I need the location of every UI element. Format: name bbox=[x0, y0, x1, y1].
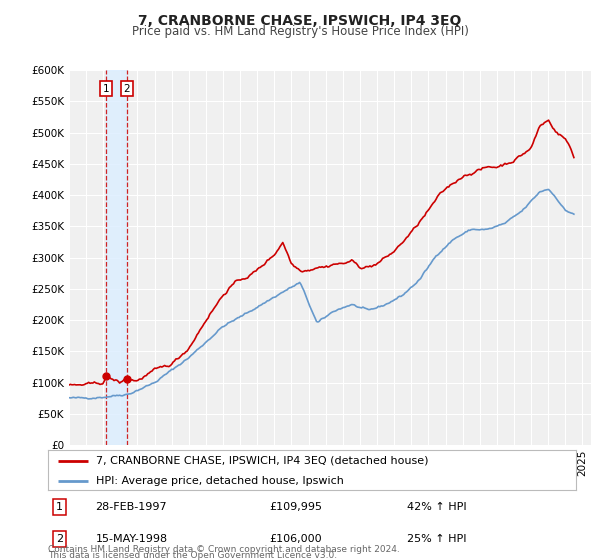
Text: 28-FEB-1997: 28-FEB-1997 bbox=[95, 502, 167, 512]
Text: Contains HM Land Registry data © Crown copyright and database right 2024.: Contains HM Land Registry data © Crown c… bbox=[48, 545, 400, 554]
Text: 25% ↑ HPI: 25% ↑ HPI bbox=[407, 534, 467, 544]
Text: HPI: Average price, detached house, Ipswich: HPI: Average price, detached house, Ipsw… bbox=[95, 476, 343, 486]
Text: This data is licensed under the Open Government Licence v3.0.: This data is licensed under the Open Gov… bbox=[48, 551, 337, 560]
Text: 7, CRANBORNE CHASE, IPSWICH, IP4 3EQ: 7, CRANBORNE CHASE, IPSWICH, IP4 3EQ bbox=[139, 14, 461, 28]
Text: 2: 2 bbox=[56, 534, 63, 544]
Text: 1: 1 bbox=[56, 502, 63, 512]
Text: 7, CRANBORNE CHASE, IPSWICH, IP4 3EQ (detached house): 7, CRANBORNE CHASE, IPSWICH, IP4 3EQ (de… bbox=[95, 456, 428, 466]
Text: £106,000: £106,000 bbox=[270, 534, 322, 544]
Text: Price paid vs. HM Land Registry's House Price Index (HPI): Price paid vs. HM Land Registry's House … bbox=[131, 25, 469, 38]
Text: 15-MAY-1998: 15-MAY-1998 bbox=[95, 534, 167, 544]
Text: 1: 1 bbox=[103, 84, 109, 94]
Bar bbox=[106, 70, 127, 445]
Text: £109,995: £109,995 bbox=[270, 502, 323, 512]
Text: 42% ↑ HPI: 42% ↑ HPI bbox=[407, 502, 467, 512]
Text: 2: 2 bbox=[124, 84, 130, 94]
